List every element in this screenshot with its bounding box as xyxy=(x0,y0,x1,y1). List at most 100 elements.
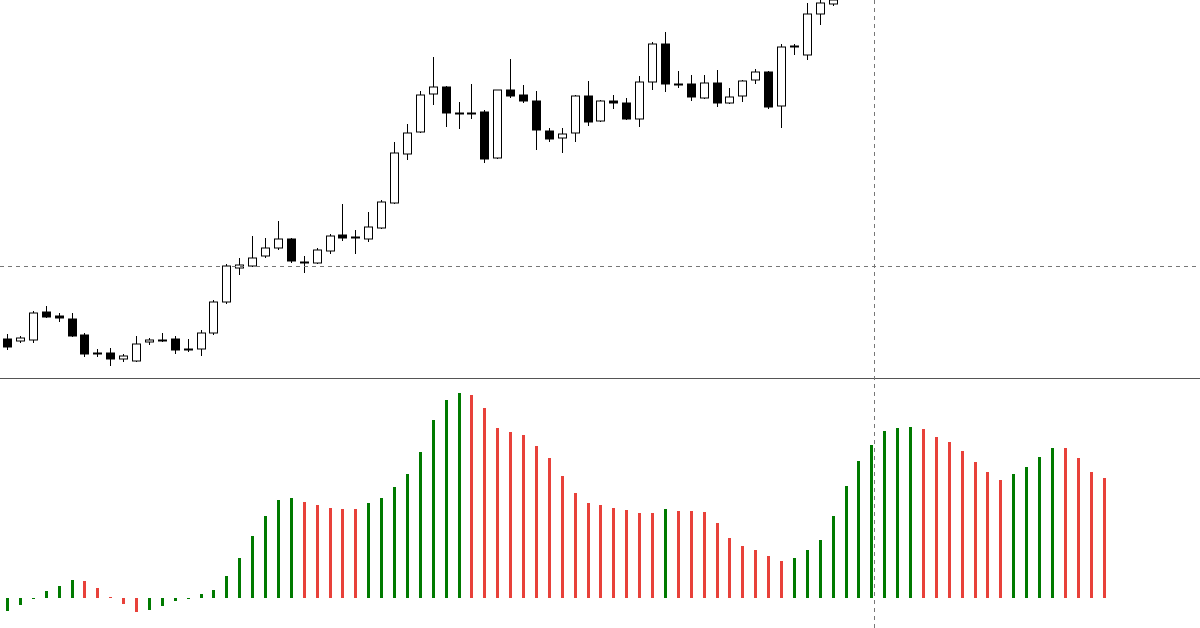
candle xyxy=(467,84,476,119)
candle-body-bearish xyxy=(106,352,115,360)
candle-body-bearish xyxy=(184,348,193,351)
candle-body-bullish xyxy=(16,337,25,342)
candle-body-bullish xyxy=(29,312,38,341)
candle xyxy=(3,334,12,350)
histogram-bar-up xyxy=(1012,474,1015,598)
candle xyxy=(442,86,451,127)
histogram-bar-down xyxy=(522,435,525,598)
candle-body-bullish xyxy=(558,133,567,139)
candle-body-bearish xyxy=(158,339,167,342)
histogram-bar-up xyxy=(1038,457,1041,598)
candle xyxy=(16,336,25,343)
candle-body-bullish xyxy=(777,46,786,107)
histogram-bar-up xyxy=(819,540,822,598)
candle xyxy=(429,57,438,105)
candle-body-bullish xyxy=(493,89,502,159)
candle-body-bullish xyxy=(326,235,335,252)
candle xyxy=(416,91,425,133)
candle xyxy=(326,234,335,254)
histogram-bar-up xyxy=(251,536,254,598)
candle xyxy=(506,59,515,98)
candle-body-bearish xyxy=(300,261,309,264)
candle xyxy=(674,71,683,88)
histogram-bar-down xyxy=(303,502,306,598)
candle xyxy=(661,32,670,92)
candle xyxy=(480,110,489,163)
candle xyxy=(351,230,360,254)
histogram-bar-down xyxy=(496,428,499,598)
histogram-bar-up xyxy=(174,598,177,601)
candle-body-bearish xyxy=(506,89,515,97)
histogram-bar-up xyxy=(225,576,228,598)
histogram-bar-down xyxy=(483,408,486,598)
candle xyxy=(455,102,464,129)
histogram-bar-up xyxy=(793,558,796,598)
candle-body-bearish xyxy=(622,102,631,120)
candle xyxy=(777,44,786,128)
histogram-bar-down xyxy=(109,597,112,598)
histogram-bar-up xyxy=(238,558,241,598)
candle xyxy=(545,128,554,142)
candle xyxy=(635,76,644,127)
histogram-bar-down xyxy=(651,513,654,598)
histogram-bar-down xyxy=(509,432,512,598)
candle-body-bullish xyxy=(700,82,709,99)
histogram-bar-up xyxy=(264,516,267,598)
histogram-bar-up xyxy=(845,486,848,598)
histogram-bar-down xyxy=(961,451,964,598)
candle xyxy=(558,128,567,153)
histogram-bar-down xyxy=(83,581,86,598)
histogram-bar-up xyxy=(806,550,809,598)
candle-body-bearish xyxy=(3,338,12,348)
candle-body-bullish xyxy=(119,355,128,360)
candle-body-bullish xyxy=(313,249,322,264)
candle xyxy=(584,81,593,126)
candle-body-bearish xyxy=(80,334,89,355)
candle-body-bullish xyxy=(416,94,425,133)
candle xyxy=(222,264,231,304)
candle xyxy=(93,349,102,357)
candle xyxy=(403,124,412,160)
candle xyxy=(248,236,257,267)
histogram-bar-down xyxy=(741,546,744,598)
histogram-bar-up xyxy=(71,580,74,598)
candle-body-bullish xyxy=(648,43,657,83)
candle-body-bullish xyxy=(377,201,386,229)
candle-body-bullish xyxy=(816,2,825,15)
histogram-bar-up xyxy=(380,498,383,598)
candle-body-bearish xyxy=(55,315,64,319)
candle xyxy=(816,0,825,25)
candle-body-bullish xyxy=(222,265,231,303)
candle-body-bullish xyxy=(635,81,644,120)
candle-body-bearish xyxy=(545,130,554,140)
candle xyxy=(648,42,657,90)
candle xyxy=(55,313,64,322)
price-pane xyxy=(3,0,838,366)
candle xyxy=(106,348,115,366)
candle-body-bullish xyxy=(571,95,580,134)
candle-body-bearish xyxy=(42,311,51,318)
histogram-bar-down xyxy=(612,508,615,598)
candle xyxy=(571,95,580,142)
histogram-bar-up xyxy=(277,500,280,598)
candle xyxy=(687,75,696,101)
candle xyxy=(609,95,618,109)
candle xyxy=(313,248,322,264)
candle xyxy=(261,238,270,258)
histogram-bar-down xyxy=(935,437,938,598)
candle-body-bearish xyxy=(455,112,464,115)
histogram-bar-down xyxy=(690,511,693,598)
candle-body-bearish xyxy=(609,100,618,104)
candle xyxy=(184,339,193,352)
histogram-bar-down xyxy=(599,505,602,598)
candle-body-bearish xyxy=(480,111,489,160)
candle xyxy=(725,88,734,104)
candle-body-bearish xyxy=(351,236,360,239)
candle-body-bullish xyxy=(674,83,683,86)
candle xyxy=(790,44,799,55)
candle-body-bullish xyxy=(248,257,257,267)
candle xyxy=(700,75,709,99)
histogram-bar-down xyxy=(316,505,319,598)
histogram-bar-down xyxy=(728,538,731,598)
